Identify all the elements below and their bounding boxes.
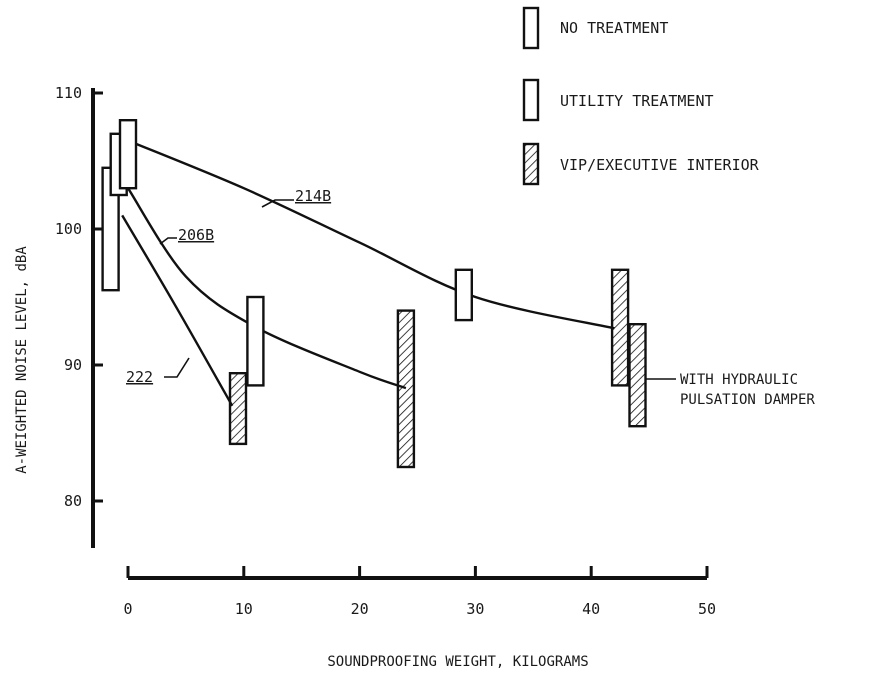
y-axis-title: A-WEIGHTED NOISE LEVEL, dBA	[14, 246, 30, 474]
x-tick-label-20: 20	[351, 600, 369, 618]
bar-214b-2	[454, 268, 473, 322]
range-bars	[101, 118, 647, 469]
curve-label-206b-leader	[159, 237, 177, 245]
annotation-line-2: PULSATION DAMPER	[680, 392, 815, 408]
legend-item-utility-treatment: UTILITY TREATMENT	[522, 78, 714, 122]
curve-label-222: 222	[126, 357, 190, 386]
bar-hydraulic-damper-1	[628, 323, 647, 428]
x-tick-label-30: 30	[466, 600, 484, 618]
curve-label-222-leader	[164, 357, 190, 378]
curve-214b	[127, 139, 615, 330]
x-axis-ticks: 0 10 20 30 40 50	[123, 566, 716, 618]
x-axis-title: SOUNDPROOFING WEIGHT, KILOGRAMS	[327, 654, 588, 670]
legend-item-vip-executive-interior: VIP/EXECUTIVE INTERIOR	[522, 142, 760, 186]
curve-222	[121, 214, 234, 407]
bar-222-2	[228, 372, 248, 446]
curve-label-214b-text: 214B	[295, 187, 331, 205]
x-tick-label-40: 40	[582, 600, 600, 618]
y-axis-ticks: 80 90 100 110	[55, 84, 103, 510]
legend-swatch-no-treatment	[522, 6, 540, 50]
legend-label-no-treatment: NO TREATMENT	[560, 19, 668, 37]
bar-206b-3	[396, 309, 416, 469]
x-tick-label-0: 0	[123, 600, 132, 618]
y-tick-label-90: 90	[64, 356, 82, 374]
legend-label-vip-executive-interior: VIP/EXECUTIVE INTERIOR	[560, 156, 760, 174]
legend-item-no-treatment: NO TREATMENT	[522, 6, 668, 50]
curve-206b	[126, 187, 407, 390]
y-tick-label-110: 110	[55, 84, 82, 102]
curve-label-206b-text: 206B	[178, 226, 214, 244]
x-tick-label-10: 10	[235, 600, 253, 618]
curve-label-206b: 206B	[159, 226, 214, 245]
hydraulic-damper-annotation: WITH HYDRAULIC PULSATION DAMPER	[646, 372, 815, 408]
legend-swatch-utility-treatment	[522, 78, 540, 122]
annotation-line-1: WITH HYDRAULIC	[680, 372, 798, 388]
legend: NO TREATMENT UTILITY TREATMENT VIP/EXECU…	[522, 6, 760, 186]
curve-label-214b: 214B	[261, 187, 331, 208]
curve-label-214b-leader	[261, 199, 294, 208]
legend-label-utility-treatment: UTILITY TREATMENT	[560, 92, 714, 110]
bar-214b-3	[610, 268, 630, 387]
x-tick-label-50: 50	[698, 600, 716, 618]
bar-206b-2	[246, 295, 265, 387]
fit-curves	[121, 139, 615, 407]
y-tick-label-80: 80	[64, 492, 82, 510]
legend-swatch-vip-executive-interior	[522, 142, 540, 186]
bar-214b-1	[118, 118, 138, 190]
y-tick-label-100: 100	[55, 220, 82, 238]
curve-label-222-text: 222	[126, 368, 153, 386]
